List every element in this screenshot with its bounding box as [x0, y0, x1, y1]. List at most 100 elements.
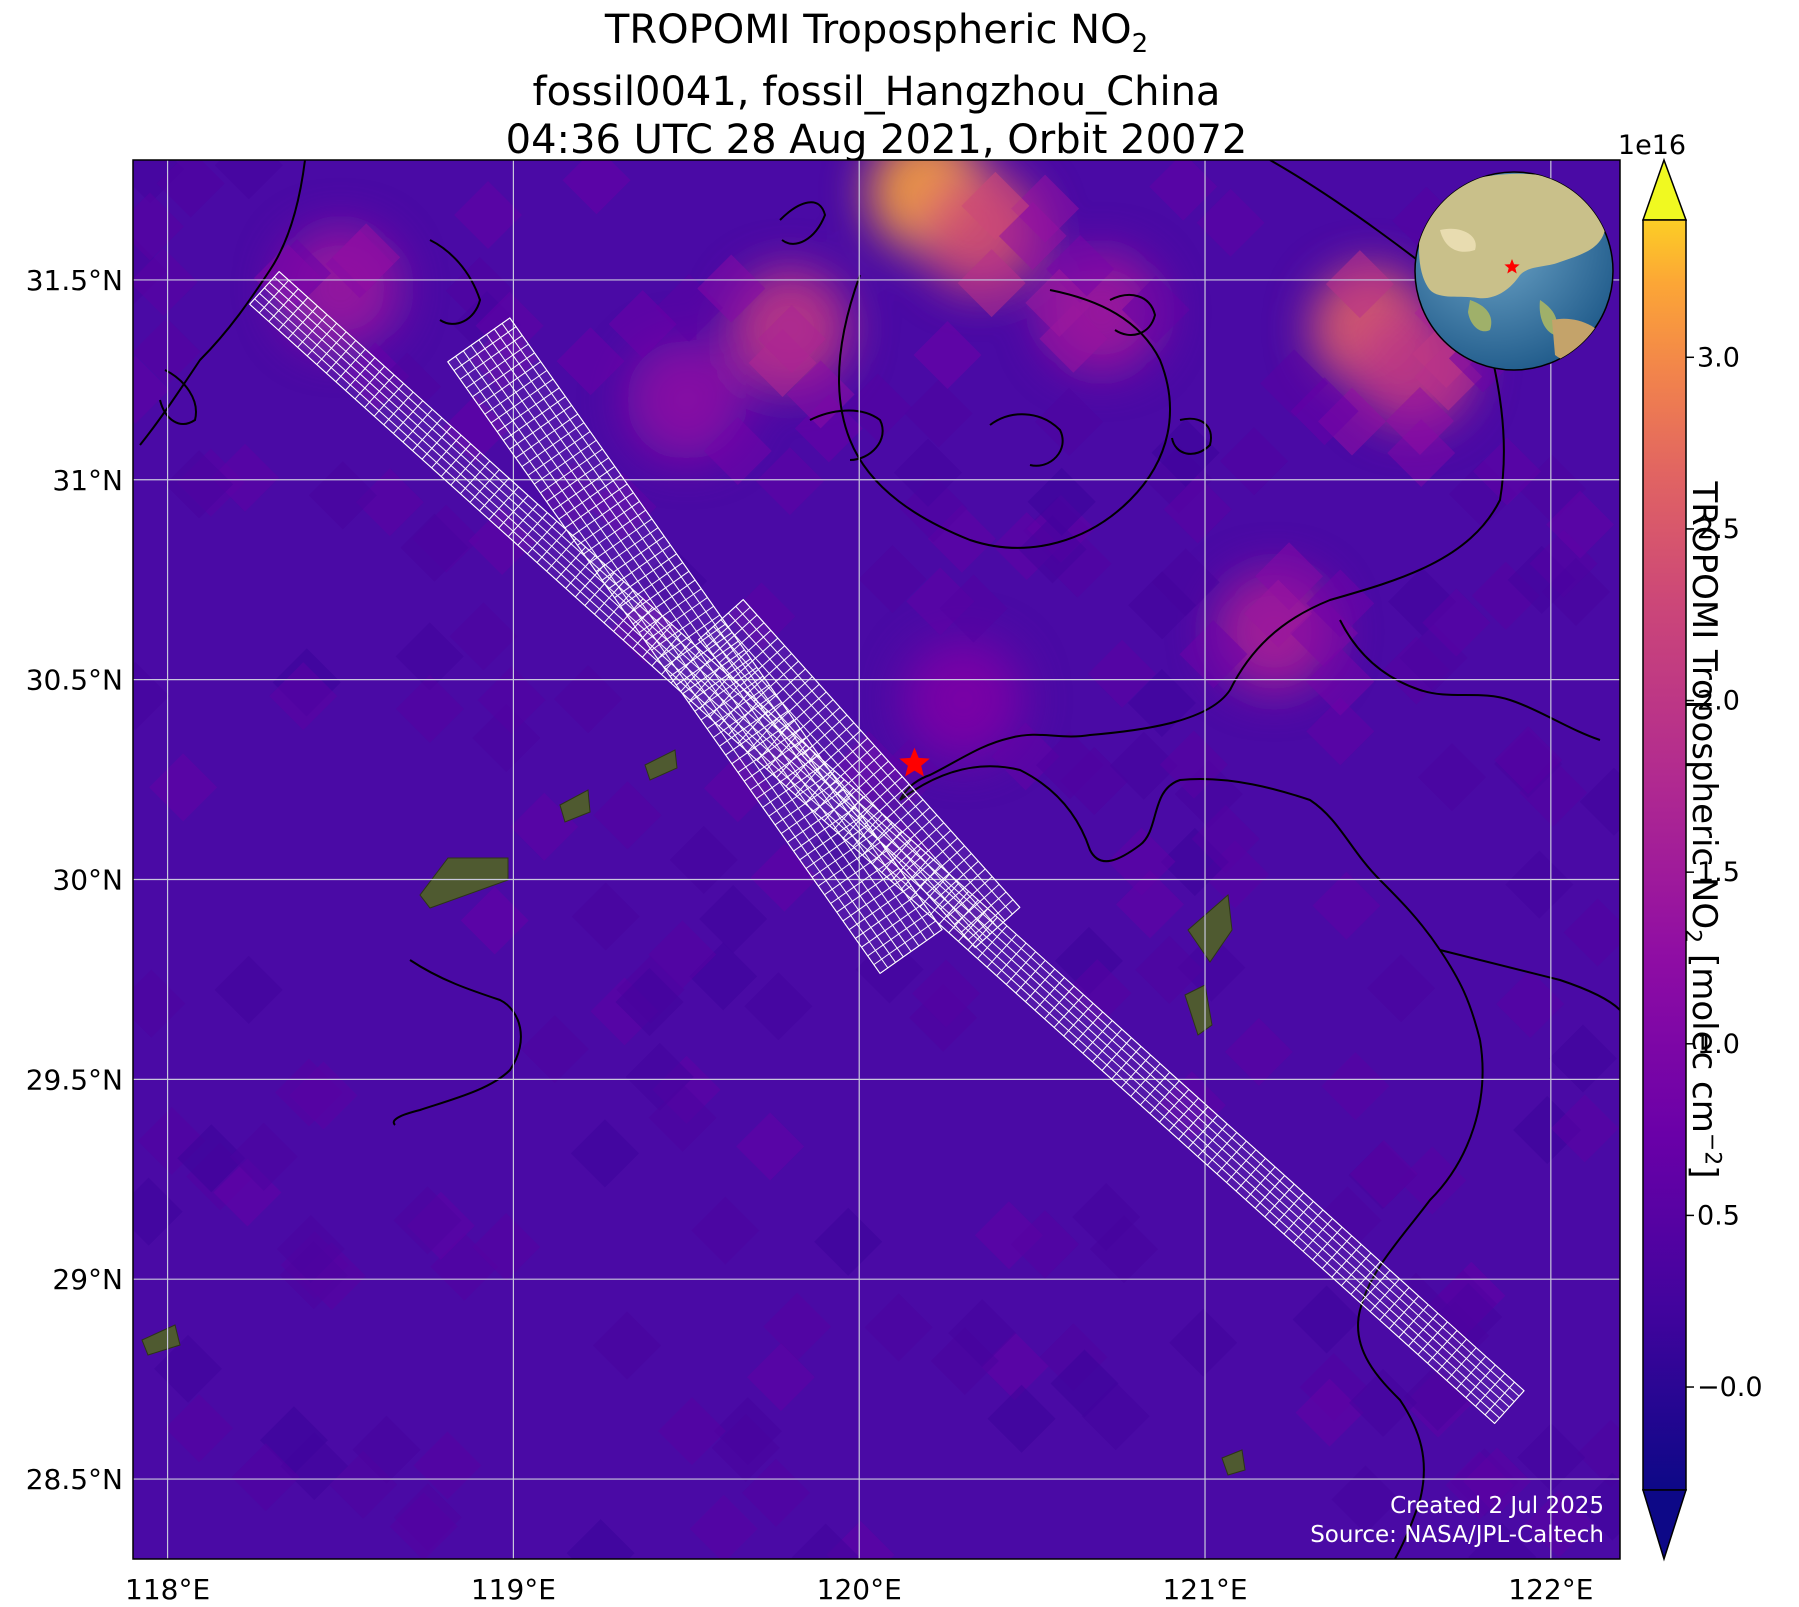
no2-pixel [177, 1124, 246, 1193]
no2-pixel [744, 972, 813, 1041]
no2-pixel [648, 1083, 717, 1152]
no2-pixel [133, 248, 198, 317]
no2-pixel [1177, 933, 1246, 1002]
no2-pixel [987, 1384, 1056, 1453]
no2-pixel [1115, 870, 1184, 939]
no2-pixel [1027, 467, 1096, 536]
swath-strip [248, 270, 1525, 1425]
no2-pixel [736, 1112, 805, 1181]
no2-pixel [1398, 1146, 1467, 1215]
no2-pixel [1385, 387, 1454, 456]
no2-pixel [1072, 1182, 1141, 1251]
no2-pixel [689, 1494, 758, 1559]
no2-pixel [1220, 427, 1289, 496]
no2-pixel [274, 1058, 343, 1127]
no2-pixel [154, 1334, 223, 1403]
no2-pixel [1290, 377, 1359, 446]
title-line-1: TROPOMI Tropospheric NO2 [604, 7, 1149, 59]
no2-pixel [1513, 1095, 1582, 1164]
colorbar-tick-label: 2.0 [1697, 686, 1740, 717]
no2-pixel [711, 1413, 780, 1482]
title-block: TROPOMI Tropospheric NO2 fossil0041, fos… [133, 6, 1620, 164]
colorbar-exponent: 1e16 [1618, 130, 1686, 161]
no2-pixel [1331, 1465, 1400, 1534]
colorbar-extend-max [1641, 157, 1688, 221]
no2-pixel [133, 355, 170, 424]
no2-pixel [1417, 743, 1486, 812]
no2-pixel [1121, 275, 1190, 344]
credit-source: Source: NASA/JPL-Caltech [1310, 1522, 1604, 1548]
coastlines [139, 160, 1620, 1559]
no2-pixel [1163, 475, 1232, 544]
no2-pixel [1135, 935, 1204, 1004]
no2-pixel [1224, 1017, 1293, 1086]
no2-pixel [648, 920, 717, 989]
no2-pixel [165, 1394, 234, 1463]
no2-pixel [763, 1292, 832, 1361]
no2-pixel [691, 1196, 760, 1265]
no2-pixel [703, 754, 772, 823]
no2-pixel [1541, 557, 1610, 626]
no2-pixel [746, 1343, 815, 1412]
no2-pixel [1524, 1489, 1593, 1558]
lon-tick-label: 118°E [125, 1573, 210, 1606]
no2-pixel [727, 582, 796, 651]
no2-pixel [1312, 871, 1381, 940]
no2-pixel [454, 180, 523, 249]
no2-pixel [608, 290, 677, 359]
lon-tick-label: 119°E [471, 1573, 556, 1606]
no2-pixel [791, 1523, 860, 1559]
colorbar-label: TROPOMI Tropospheric NO2 [molec cm−2] [1679, 481, 1725, 1179]
no2-pixel [571, 882, 640, 951]
no2-pixel [1494, 726, 1563, 795]
lon-tick-label: 121°E [1162, 1573, 1247, 1606]
no2-pixel [445, 256, 514, 325]
no2-pixel [566, 1519, 635, 1559]
no2-pixel [133, 969, 186, 1038]
no2-pixel [1063, 959, 1132, 1028]
no2-pixel [393, 1186, 462, 1255]
no2-pixel [1496, 969, 1565, 1038]
no2-pixel [229, 1122, 298, 1191]
no2-pixel [615, 967, 684, 1036]
no2-pixel [742, 1458, 811, 1527]
no2-pixel [1578, 1472, 1620, 1541]
no2-pixel [1349, 1368, 1418, 1437]
no2-pixel [133, 192, 184, 261]
no2-pixel [1321, 1052, 1390, 1121]
no2-pixel [1381, 1272, 1450, 1341]
no2-pixel [400, 513, 469, 582]
no2-pixel [355, 468, 424, 537]
no2-pixel [1088, 639, 1157, 708]
no2-pixel [556, 327, 625, 396]
no2-pixel [1325, 250, 1394, 319]
colorbar-tick-label: 2.5 [1697, 514, 1740, 545]
no2-pixel [669, 825, 738, 894]
no2-pixel [329, 1450, 398, 1519]
no2-pixel [133, 317, 201, 386]
colorbar: −0.0 0.5 1.0 1.5 2.0 2.5 3.0 1e16 [1618, 130, 1763, 1562]
no2-pixel [939, 574, 1008, 643]
no2-pixel [214, 160, 283, 200]
no2-pixel [1563, 898, 1620, 967]
sounding-swath [248, 270, 1525, 1425]
no2-pixel [1035, 387, 1104, 456]
no2-pixel [1149, 160, 1218, 221]
globe-target-star [1504, 259, 1520, 274]
no2-pixel [1109, 731, 1178, 800]
no2-pixel [231, 1443, 300, 1512]
no2-pixel [1505, 850, 1574, 919]
lat-tick-labels: 31.5°N 31°N 30.5°N 30°N 29.5°N 29°N 28.5°N [26, 264, 123, 1496]
colorbar-tick-label: 3.0 [1697, 342, 1740, 373]
lat-tick-label: 28.5°N [26, 1463, 123, 1496]
no2-pixel [214, 955, 283, 1024]
no2-pixel [389, 1492, 458, 1559]
colorbar-extend-min [1641, 1489, 1688, 1562]
colorbar-ramp [1642, 219, 1687, 1491]
no2-pixel [308, 461, 377, 530]
no2-pixel [1546, 490, 1615, 559]
no2-pixel [913, 320, 982, 389]
no2-pixel [1306, 697, 1375, 766]
no2-pixel [750, 843, 819, 912]
